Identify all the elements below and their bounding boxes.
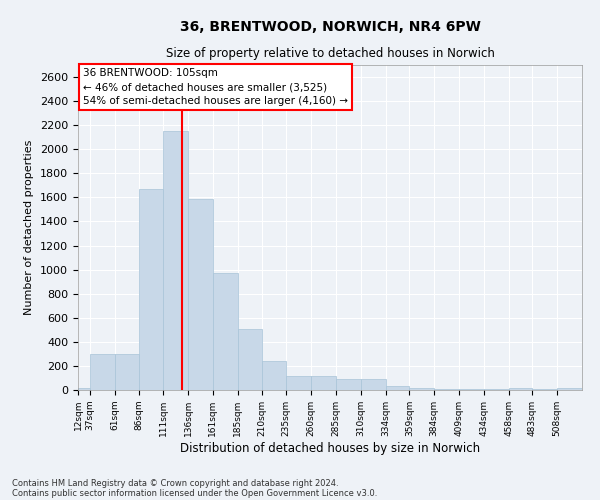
Bar bbox=[409, 388, 434, 390]
Text: Contains HM Land Registry data © Crown copyright and database right 2024.: Contains HM Land Registry data © Crown c… bbox=[12, 478, 338, 488]
Bar bbox=[188, 198, 213, 390]
Bar bbox=[90, 354, 115, 390]
Bar bbox=[262, 360, 286, 390]
Bar bbox=[386, 386, 409, 390]
Bar bbox=[115, 354, 139, 390]
Bar bbox=[361, 379, 386, 390]
Bar bbox=[434, 388, 459, 390]
Bar bbox=[163, 131, 188, 390]
Bar bbox=[336, 378, 361, 390]
Bar bbox=[78, 388, 90, 390]
Text: 36 BRENTWOOD: 105sqm
← 46% of detached houses are smaller (3,525)
54% of semi-de: 36 BRENTWOOD: 105sqm ← 46% of detached h… bbox=[83, 68, 348, 106]
Bar bbox=[311, 376, 336, 390]
Bar bbox=[238, 329, 262, 390]
Bar bbox=[213, 273, 238, 390]
Bar bbox=[286, 376, 311, 390]
Bar bbox=[509, 388, 532, 390]
X-axis label: Distribution of detached houses by size in Norwich: Distribution of detached houses by size … bbox=[180, 442, 480, 454]
Y-axis label: Number of detached properties: Number of detached properties bbox=[25, 140, 34, 315]
Text: Size of property relative to detached houses in Norwich: Size of property relative to detached ho… bbox=[166, 48, 494, 60]
Bar bbox=[557, 388, 582, 390]
Text: Contains public sector information licensed under the Open Government Licence v3: Contains public sector information licen… bbox=[12, 488, 377, 498]
Bar bbox=[459, 389, 484, 390]
Bar bbox=[139, 189, 163, 390]
Text: 36, BRENTWOOD, NORWICH, NR4 6PW: 36, BRENTWOOD, NORWICH, NR4 6PW bbox=[179, 20, 481, 34]
